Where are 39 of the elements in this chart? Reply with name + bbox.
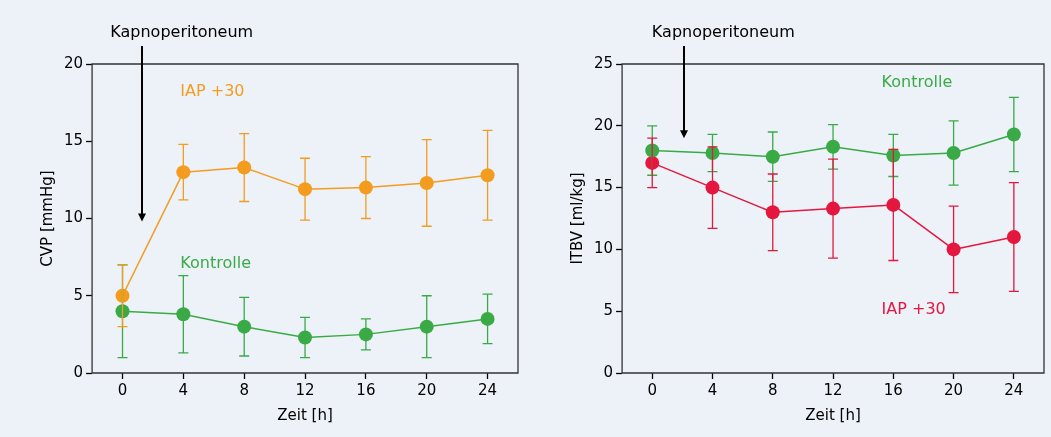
y-tick-label: 20 xyxy=(63,53,84,72)
y-tick-label: 0 xyxy=(603,362,614,381)
x-tick-label: 12 xyxy=(295,380,315,399)
x-tick-label: 8 xyxy=(768,380,778,399)
text: Kontrolle xyxy=(180,253,252,273)
x-tick-label: 4 xyxy=(707,380,718,399)
point xyxy=(176,165,191,180)
text: Kontrolle xyxy=(881,72,953,92)
text: IAP +30 xyxy=(881,298,946,318)
x-axis-title: Zeit [h] xyxy=(277,405,333,424)
point xyxy=(946,145,961,160)
text: IAP +30 xyxy=(180,81,245,101)
x-tick-label: 24 xyxy=(478,380,498,399)
x-tick-label: 12 xyxy=(823,380,843,399)
text: Kapnoperitoneum xyxy=(110,22,254,42)
y-tick-label: 5 xyxy=(603,301,614,320)
x-tick-label: 0 xyxy=(647,380,657,399)
y-tick-label: 5 xyxy=(73,285,84,304)
text: Kapnoperitoneum xyxy=(651,22,795,42)
point xyxy=(419,175,434,190)
x-axis-title: Zeit [h] xyxy=(805,405,861,424)
x-tick-label: 24 xyxy=(1004,380,1024,399)
y-tick-label: 10 xyxy=(63,208,84,227)
x-tick-label: 16 xyxy=(883,380,903,399)
point xyxy=(886,197,901,212)
x-tick-label: 20 xyxy=(417,380,437,399)
x-tick-label: 16 xyxy=(356,380,376,399)
y-tick-label: 0 xyxy=(73,362,84,381)
y-axis-title: CVP [mmHg] xyxy=(37,170,56,267)
x-tick-label: 20 xyxy=(944,380,964,399)
x-tick-label: 0 xyxy=(117,380,128,399)
x-tick-label: 8 xyxy=(239,380,249,399)
y-tick-label: 10 xyxy=(593,239,614,258)
y-tick-label: 20 xyxy=(593,115,614,134)
y-tick-label: 25 xyxy=(593,53,614,72)
y-axis-title: ITBV [ml/kg] xyxy=(567,172,586,265)
y-tick-label: 15 xyxy=(63,131,84,150)
y-tick-label: 15 xyxy=(593,177,614,196)
x-tick-label: 4 xyxy=(178,380,189,399)
